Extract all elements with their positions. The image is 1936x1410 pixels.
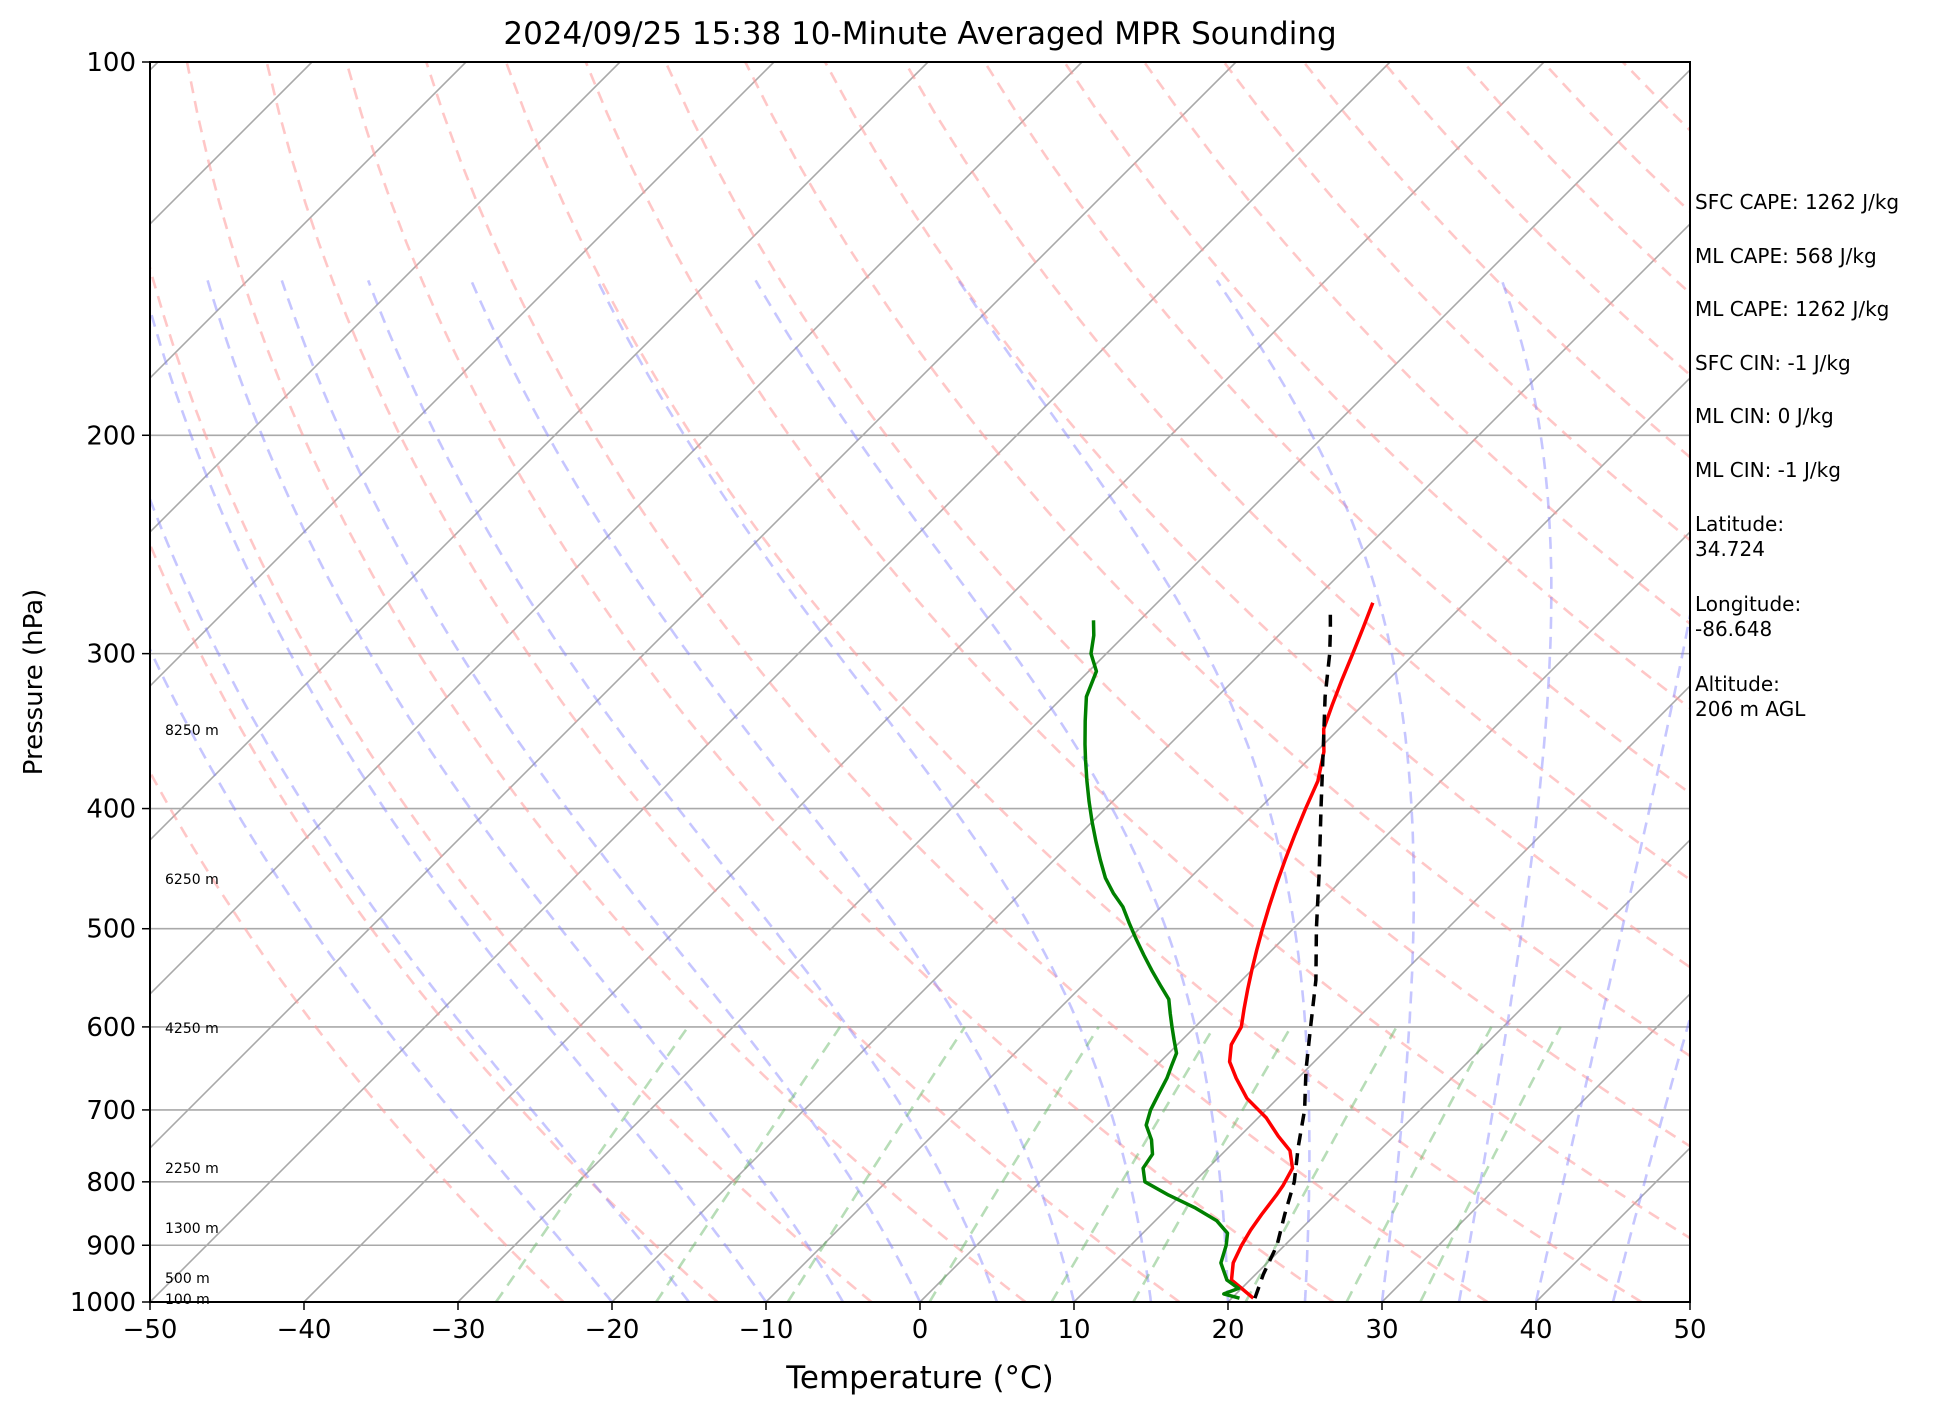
mixing-ratio-line <box>930 1027 1099 1302</box>
sfc-cin-text: SFC CIN: -1 J/kg <box>1695 351 1851 376</box>
x-tick-label: 20 <box>1211 1315 1244 1345</box>
mixing-ratio-line <box>496 1027 688 1302</box>
height-label: 4250 m <box>165 1021 219 1037</box>
latitude-label: Latitude: <box>1695 512 1784 537</box>
isotherm-line <box>0 62 928 1302</box>
sfc-cape-text: SFC CAPE: 1262 J/kg <box>1695 190 1899 215</box>
isotherm-line <box>304 62 1544 1302</box>
x-tick-label: 0 <box>912 1315 929 1345</box>
isotherm-line <box>0 62 1082 1302</box>
moist-adiabat-line <box>1459 280 1551 1302</box>
y-tick-label: 1000 <box>70 1288 136 1318</box>
height-label: 8250 m <box>165 723 219 739</box>
x-tick-label: −30 <box>431 1315 486 1345</box>
reference-lines <box>0 62 1936 1302</box>
ml-cape-text-2: ML CAPE: 1262 J/kg <box>1695 297 1889 322</box>
x-axis-label: Temperature (°C) <box>785 1360 1054 1396</box>
y-tick-label: 200 <box>86 421 136 451</box>
y-tick-label: 300 <box>86 640 136 670</box>
height-labels: 8250 m 6250 m 4250 m 2250 m 1300 m 500 m 100 m <box>165 723 219 1308</box>
altitude-value: 206 m AGL <box>1695 697 1805 722</box>
moist-adiabat-line <box>597 280 1151 1302</box>
longitude-label: Longitude: <box>1695 592 1801 617</box>
x-tick-label: 40 <box>1519 1315 1552 1345</box>
ml-cin-text: ML CIN: 0 J/kg <box>1695 404 1834 429</box>
y-tick-label: 400 <box>86 795 136 825</box>
info-panel: SFC CAPE: 1262 J/kg ML CAPE: 568 J/kg ML… <box>1695 0 1936 1406</box>
dry-adiabat-line <box>506 62 1642 1302</box>
dry-adiabat-line <box>347 62 1334 1302</box>
height-label: 2250 m <box>165 1161 219 1177</box>
y-axis-label: Pressure (hPa) <box>19 589 49 776</box>
dry-adiabat-line <box>267 62 1180 1302</box>
moist-adiabat-line <box>83 280 689 1302</box>
parcel-path-line <box>1255 607 1331 1298</box>
y-tick-label: 900 <box>86 1231 136 1261</box>
x-tick-label: −40 <box>277 1315 332 1345</box>
moist-adiabat-line <box>1217 280 1414 1302</box>
x-tick-label: 30 <box>1365 1315 1398 1345</box>
ml-cin-text-2: ML CIN: -1 J/kg <box>1695 458 1841 483</box>
height-label: 6250 m <box>165 872 219 888</box>
isotherm-line <box>612 62 1852 1302</box>
mixing-ratio-line <box>1052 1027 1214 1302</box>
height-label: 500 m <box>165 1271 210 1287</box>
moist-adiabat-line <box>959 280 1310 1302</box>
height-label: 1300 m <box>165 1221 219 1237</box>
latitude-value: 34.724 <box>1695 537 1765 562</box>
height-label: 100 m <box>165 1292 210 1308</box>
moist-adiabat-line <box>756 280 1228 1302</box>
x-tick-label: 10 <box>1057 1315 1090 1345</box>
isotherm-line <box>0 62 1236 1302</box>
grid-layer <box>0 62 1936 1302</box>
dry-adiabat-line <box>187 62 1026 1302</box>
y-tick-label: 600 <box>86 1013 136 1043</box>
mixing-ratio-line <box>1420 1027 1560 1302</box>
longitude-value: -86.648 <box>1695 617 1772 642</box>
x-tick-label: −20 <box>585 1315 640 1345</box>
x-tick-label: −10 <box>739 1315 794 1345</box>
moist-adiabat-line <box>142 280 766 1302</box>
isotherm-line <box>0 62 4 1302</box>
mixing-ratio-line <box>1347 1027 1492 1302</box>
y-tick-label: 800 <box>86 1168 136 1198</box>
dry-adiabat-line <box>586 62 1796 1302</box>
plot-frame <box>150 62 1690 1302</box>
x-tick-label: −50 <box>123 1315 178 1345</box>
y-tick-label: 700 <box>86 1096 136 1126</box>
y-tick-label: 100 <box>86 48 136 78</box>
y-tick-label: 500 <box>86 915 136 945</box>
ml-cape-text: ML CAPE: 568 J/kg <box>1695 244 1877 269</box>
isotherm-line <box>458 62 1698 1302</box>
altitude-label: Altitude: <box>1695 672 1780 697</box>
chart-title: 2024/09/25 15:38 10-Minute Averaged MPR … <box>503 16 1336 52</box>
